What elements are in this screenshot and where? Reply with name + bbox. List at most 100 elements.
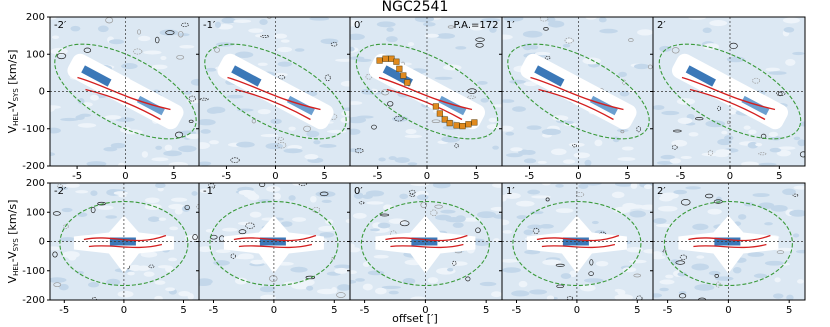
noise xyxy=(294,48,305,52)
noise-contour xyxy=(245,222,255,229)
noise xyxy=(277,61,293,67)
noise xyxy=(509,79,526,84)
noise xyxy=(715,276,734,281)
model-point xyxy=(471,119,478,126)
noise xyxy=(383,204,393,211)
noise xyxy=(615,183,634,187)
noise-contour xyxy=(777,91,783,97)
noise xyxy=(257,62,268,66)
noise-contour xyxy=(319,191,329,197)
x-tick-label: 5 xyxy=(634,305,640,316)
noise xyxy=(661,110,680,116)
noise xyxy=(656,160,673,165)
noise xyxy=(566,38,573,43)
noise xyxy=(502,267,521,273)
noise-contour xyxy=(52,211,61,216)
noise xyxy=(747,141,759,149)
noise xyxy=(86,161,107,166)
noise xyxy=(489,26,497,33)
noise xyxy=(50,105,62,110)
noise-contour xyxy=(312,206,321,214)
noise xyxy=(770,204,788,212)
noise xyxy=(405,128,417,135)
noise xyxy=(527,189,541,195)
noise xyxy=(236,52,252,58)
x-tick-label: -5 xyxy=(512,305,522,316)
noise-contour xyxy=(434,204,443,209)
noise xyxy=(320,38,339,45)
noise-contour xyxy=(277,137,284,141)
model-point xyxy=(441,116,448,123)
noise xyxy=(529,44,539,50)
panel-label: -1′ xyxy=(203,186,216,197)
noise xyxy=(59,237,77,242)
noise xyxy=(140,251,158,258)
y-tick-label: -200 xyxy=(22,161,45,172)
noise xyxy=(410,296,427,300)
noise xyxy=(168,161,189,166)
x-tick-label: 0 xyxy=(272,171,278,182)
noise xyxy=(260,294,276,300)
noise xyxy=(77,123,97,128)
noise xyxy=(529,289,548,295)
y-label-part: [km/s] xyxy=(6,50,19,89)
noise xyxy=(270,118,282,125)
noise xyxy=(523,229,534,236)
noise xyxy=(599,28,618,34)
noise-contour xyxy=(181,22,189,28)
noise-contour xyxy=(409,189,416,195)
noise xyxy=(300,278,315,286)
noise xyxy=(594,139,603,147)
noise xyxy=(546,295,555,300)
noise xyxy=(531,195,551,199)
noise xyxy=(265,143,284,150)
noise xyxy=(58,283,69,291)
noise xyxy=(237,221,253,226)
noise xyxy=(190,78,199,86)
noise xyxy=(612,136,620,143)
noise-contour xyxy=(409,194,415,198)
noise xyxy=(555,208,574,214)
noise-contour xyxy=(330,41,338,47)
noise-contour xyxy=(671,144,678,150)
noise xyxy=(214,21,221,28)
noise xyxy=(118,162,126,166)
noise xyxy=(461,217,481,222)
noise xyxy=(653,293,663,298)
emission-envelope xyxy=(204,43,347,140)
noise-contour xyxy=(165,30,175,35)
noise xyxy=(626,247,643,253)
noise xyxy=(233,19,252,23)
x-axis-label: offset [′] xyxy=(392,312,438,325)
noise-contour xyxy=(208,183,216,188)
noise xyxy=(199,161,212,166)
noise xyxy=(422,22,436,27)
noise xyxy=(306,130,320,138)
noise xyxy=(797,139,805,147)
emission-envelope xyxy=(663,200,793,287)
noise xyxy=(717,138,732,146)
panel-label: 0′ xyxy=(354,20,363,31)
noise xyxy=(598,17,607,23)
noise xyxy=(432,183,451,189)
noise-contour xyxy=(620,130,625,134)
noise xyxy=(76,270,84,275)
noise xyxy=(350,148,363,153)
noise xyxy=(455,46,467,50)
noise-contour xyxy=(729,42,738,50)
noise-contour xyxy=(390,230,397,237)
noise xyxy=(236,141,255,148)
noise xyxy=(117,290,134,298)
noise xyxy=(707,208,722,215)
x-tick-label: 0 xyxy=(122,171,128,182)
noise xyxy=(452,222,464,228)
noise-contour xyxy=(465,276,471,282)
noise xyxy=(407,162,418,166)
noise xyxy=(492,183,502,188)
noise xyxy=(381,285,401,290)
noise xyxy=(758,162,777,166)
noise xyxy=(375,287,387,295)
noise-contour xyxy=(155,36,160,44)
noise xyxy=(523,149,536,155)
noise xyxy=(215,249,231,253)
